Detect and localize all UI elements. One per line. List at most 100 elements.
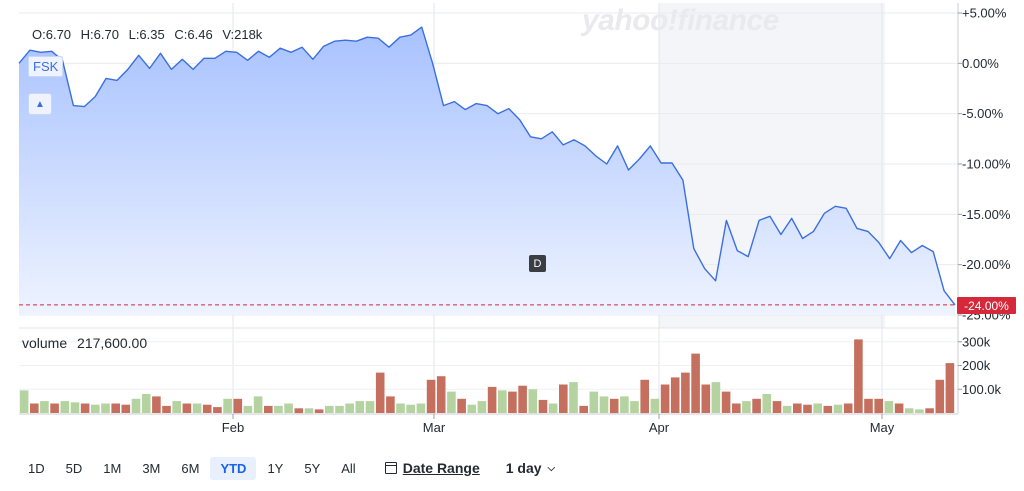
volume-bar [569, 382, 578, 413]
volume-bar [436, 376, 446, 413]
volume-bar [30, 403, 39, 413]
high-value: H:6.70 [80, 27, 119, 42]
volume-bar [162, 405, 171, 413]
last-value-tag: -24.00% [957, 297, 1016, 314]
volume-bar [416, 403, 426, 413]
y-tick-label: +5.00% [962, 6, 1007, 21]
x-tick-label: Mar [423, 420, 446, 435]
close-value: C:6.46 [174, 27, 213, 42]
volume-bar [294, 408, 304, 414]
range-all-button[interactable]: All [341, 460, 356, 476]
volume-bar [213, 407, 222, 413]
interval-label: 1 day [505, 460, 542, 476]
volume-bar [131, 398, 141, 414]
interval-select[interactable]: 1 day ⌵ [506, 460, 555, 476]
volume-bar [925, 408, 934, 414]
volume-bar [813, 403, 822, 413]
volume-bar [894, 403, 904, 413]
range-5d-button[interactable]: 5D [65, 460, 83, 476]
volume-bar [335, 405, 344, 413]
open-value: O:6.70 [32, 27, 72, 42]
volume-bar [192, 403, 202, 413]
volume-bar [121, 404, 131, 413]
y-tick-label: 0.00% [962, 56, 999, 71]
range-ytd-button[interactable]: YTD [210, 456, 257, 480]
date-range-button[interactable]: Date Range [384, 460, 480, 476]
volume-bar [243, 405, 253, 413]
volume-tick-label: 200k [962, 358, 991, 373]
volume-bar [91, 404, 100, 413]
volume-bar [793, 403, 802, 413]
volume-bar [691, 353, 700, 413]
y-tick-label: -10.00% [962, 157, 1011, 172]
symbol-label[interactable]: FSK [28, 56, 64, 77]
volume-bar [752, 398, 761, 414]
volume-bar [457, 398, 466, 414]
volume-bar [609, 398, 619, 414]
volume-bar [80, 403, 90, 413]
volume-bar [70, 402, 80, 413]
volume-bar [325, 405, 334, 413]
volume-bar [141, 394, 151, 413]
volume-bar [833, 404, 843, 413]
volume-bar [284, 403, 293, 413]
volume-bar [538, 399, 548, 413]
chevron-up-icon[interactable]: ▲ [28, 93, 52, 115]
volume-bar [314, 409, 324, 413]
x-tick-label: Feb [222, 420, 244, 435]
volume-bar [426, 379, 436, 414]
volume-bar [264, 405, 273, 413]
volume-bar [172, 401, 181, 413]
volume-bar [935, 379, 945, 414]
volume-bar [762, 394, 772, 413]
volume-tick-label: 100.0k [962, 382, 1002, 397]
volume-bar [681, 372, 690, 413]
range-3m-button[interactable]: 3M [142, 460, 161, 476]
volume-bar [518, 385, 527, 413]
volume-bar [101, 403, 110, 413]
volume-bar [630, 401, 639, 413]
y-tick-label: -15.00% [962, 207, 1011, 222]
volume-bar [477, 401, 487, 413]
volume-value: V:218k [222, 27, 263, 42]
volume-bar [304, 408, 314, 414]
volume-legend-value: 217,600.00 [77, 335, 148, 351]
volume-bar [406, 404, 415, 413]
volume-legend-label: volume [22, 335, 68, 351]
volume-bar [874, 398, 883, 414]
volume-bar [355, 401, 365, 413]
volume-bar [396, 403, 405, 413]
volume-bar [528, 389, 538, 414]
volume-bar [50, 403, 59, 413]
volume-bar [548, 403, 558, 413]
volume-bar [803, 404, 812, 413]
x-tick-label: May [870, 420, 895, 435]
volume-bar [772, 401, 782, 413]
volume-bar [711, 382, 721, 413]
event-marker-badge[interactable]: D [529, 255, 546, 272]
volume-bar [670, 377, 680, 413]
volume-bar [386, 396, 395, 413]
range-1m-button[interactable]: 1M [103, 460, 122, 476]
volume-bar [253, 396, 263, 413]
volume-bar [487, 386, 497, 413]
volume-bar [498, 390, 507, 413]
range-1y-button[interactable]: 1Y [267, 460, 284, 476]
volume-bar [660, 384, 670, 413]
price-line [18, 26, 956, 306]
range-5y-button[interactable]: 5Y [304, 460, 321, 476]
volume-bar [60, 401, 70, 413]
volume-bar [589, 391, 599, 413]
volume-bar [945, 363, 955, 413]
volume-bar [182, 403, 192, 413]
volume-bar [152, 396, 161, 413]
volume-bar [701, 384, 711, 413]
volume-legend: volume 217,600.00 [22, 335, 153, 351]
range-1d-button[interactable]: 1D [28, 460, 45, 476]
volume-bar [854, 339, 863, 413]
y-tick-label: -5.00% [962, 106, 1004, 121]
y-tick-label: -20.00% [962, 257, 1011, 272]
volume-bar [447, 391, 456, 413]
range-6m-button[interactable]: 6M [181, 460, 200, 476]
